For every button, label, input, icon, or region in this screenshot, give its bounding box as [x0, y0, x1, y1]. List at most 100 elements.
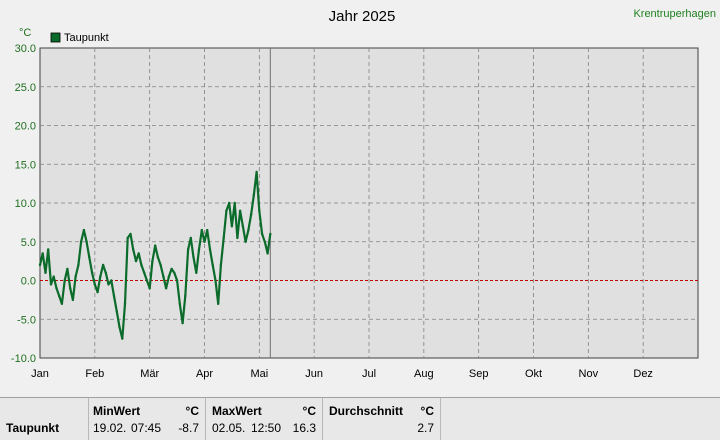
y-tick-label: 5.0: [21, 237, 36, 249]
data-point: [164, 287, 168, 290]
x-tick-label: Sep: [469, 368, 489, 380]
y-tick-label: 25.0: [15, 82, 36, 94]
stats-label-cell: Taupunkt: [0, 398, 89, 440]
data-point: [140, 263, 143, 267]
data-point: [121, 337, 124, 340]
x-tick-label: Jan: [31, 368, 49, 380]
data-point: [156, 256, 160, 259]
min-unit: °C: [185, 404, 199, 418]
x-axis-ticks: Jan Feb Mär Apr Mai Jun Jul Aug Sep Okt Nov Dez: [31, 368, 653, 380]
station-name: Krentruperhagen: [633, 8, 716, 20]
data-point: [214, 279, 217, 282]
data-point: [112, 294, 116, 298]
data-point: [263, 240, 266, 243]
data-point: [249, 213, 253, 216]
data-point: [233, 201, 236, 205]
y-tick-label: 15.0: [15, 159, 36, 171]
data-point: [159, 263, 162, 267]
data-point: [162, 275, 165, 278]
x-tick-label: Okt: [525, 368, 542, 380]
data-point: [255, 170, 258, 174]
data-point: [38, 263, 42, 267]
data-point: [77, 263, 80, 267]
min-time: 07:45: [131, 421, 162, 435]
data-point: [170, 267, 173, 271]
data-point: [134, 259, 138, 263]
data-point: [230, 225, 234, 228]
data-point: [118, 325, 121, 329]
min-date: 19.02.: [93, 421, 127, 435]
y-tick-label: -5.0: [17, 314, 36, 326]
x-tick-label: Aug: [414, 368, 434, 380]
data-point: [58, 294, 61, 298]
x-tick-label: Nov: [579, 368, 599, 380]
max-cell: MaxWert °C 02.05. 12:50 16.3: [206, 398, 323, 440]
data-point: [203, 240, 206, 243]
data-point: [143, 271, 146, 274]
data-point: [145, 279, 149, 282]
data-point: [66, 267, 69, 271]
data-point: [206, 228, 209, 232]
data-point: [186, 248, 190, 251]
data-point: [178, 302, 181, 305]
data-point: [219, 263, 223, 267]
data-point: [49, 283, 53, 286]
min-header: MinWert: [93, 404, 141, 418]
data-point: [69, 287, 72, 290]
data-point: [167, 275, 171, 278]
data-point: [79, 240, 83, 243]
y-tick-label: 0.0: [21, 276, 36, 288]
data-point: [225, 209, 228, 212]
min-value: -8.7: [178, 421, 199, 435]
data-point: [269, 232, 272, 236]
y-tick-label: 30.0: [15, 43, 36, 55]
avg-cell: Durchschnitt °C 2.7: [323, 398, 441, 440]
max-header: MaxWert: [212, 404, 262, 418]
data-point: [41, 252, 44, 255]
data-point: [93, 283, 97, 286]
data-point: [88, 256, 91, 259]
data-point: [60, 302, 64, 305]
x-tick-label: Feb: [85, 368, 104, 380]
data-point: [181, 321, 184, 325]
data-point: [82, 228, 86, 232]
data-point: [173, 271, 176, 274]
data-point: [192, 256, 195, 259]
data-point: [47, 248, 50, 251]
data-point: [96, 290, 99, 294]
data-point: [63, 279, 66, 282]
x-tick-label: Apr: [196, 368, 213, 380]
data-point: [99, 275, 102, 278]
avg-unit: °C: [420, 404, 434, 418]
data-point: [258, 209, 261, 212]
data-point: [154, 244, 157, 247]
max-time: 12:50: [251, 421, 282, 435]
data-point: [126, 236, 129, 240]
series-marks: [38, 48, 698, 358]
data-point: [104, 271, 108, 274]
data-point: [211, 263, 214, 267]
data-point: [115, 310, 119, 313]
data-point: [110, 279, 113, 282]
max-value: 16.3: [292, 421, 316, 435]
data-point: [85, 240, 88, 243]
data-point: [200, 228, 203, 232]
data-point: [208, 248, 212, 251]
data-point: [238, 209, 242, 212]
max-unit: °C: [302, 404, 316, 418]
data-point: [74, 275, 77, 278]
y-tick-label: -10.0: [11, 353, 36, 365]
data-point: [184, 294, 187, 298]
data-point: [189, 236, 192, 240]
x-tick-label: Jun: [305, 368, 323, 380]
data-point: [247, 228, 250, 232]
data-point: [129, 232, 132, 236]
avg-header: Durchschnitt: [329, 404, 404, 418]
x-tick-label: Mär: [140, 368, 159, 380]
data-point: [123, 302, 127, 305]
y-unit-label: °C: [19, 27, 31, 39]
data-point: [132, 248, 135, 251]
legend: Taupunkt: [50, 32, 109, 44]
data-point: [107, 283, 110, 286]
data-point: [90, 271, 94, 274]
